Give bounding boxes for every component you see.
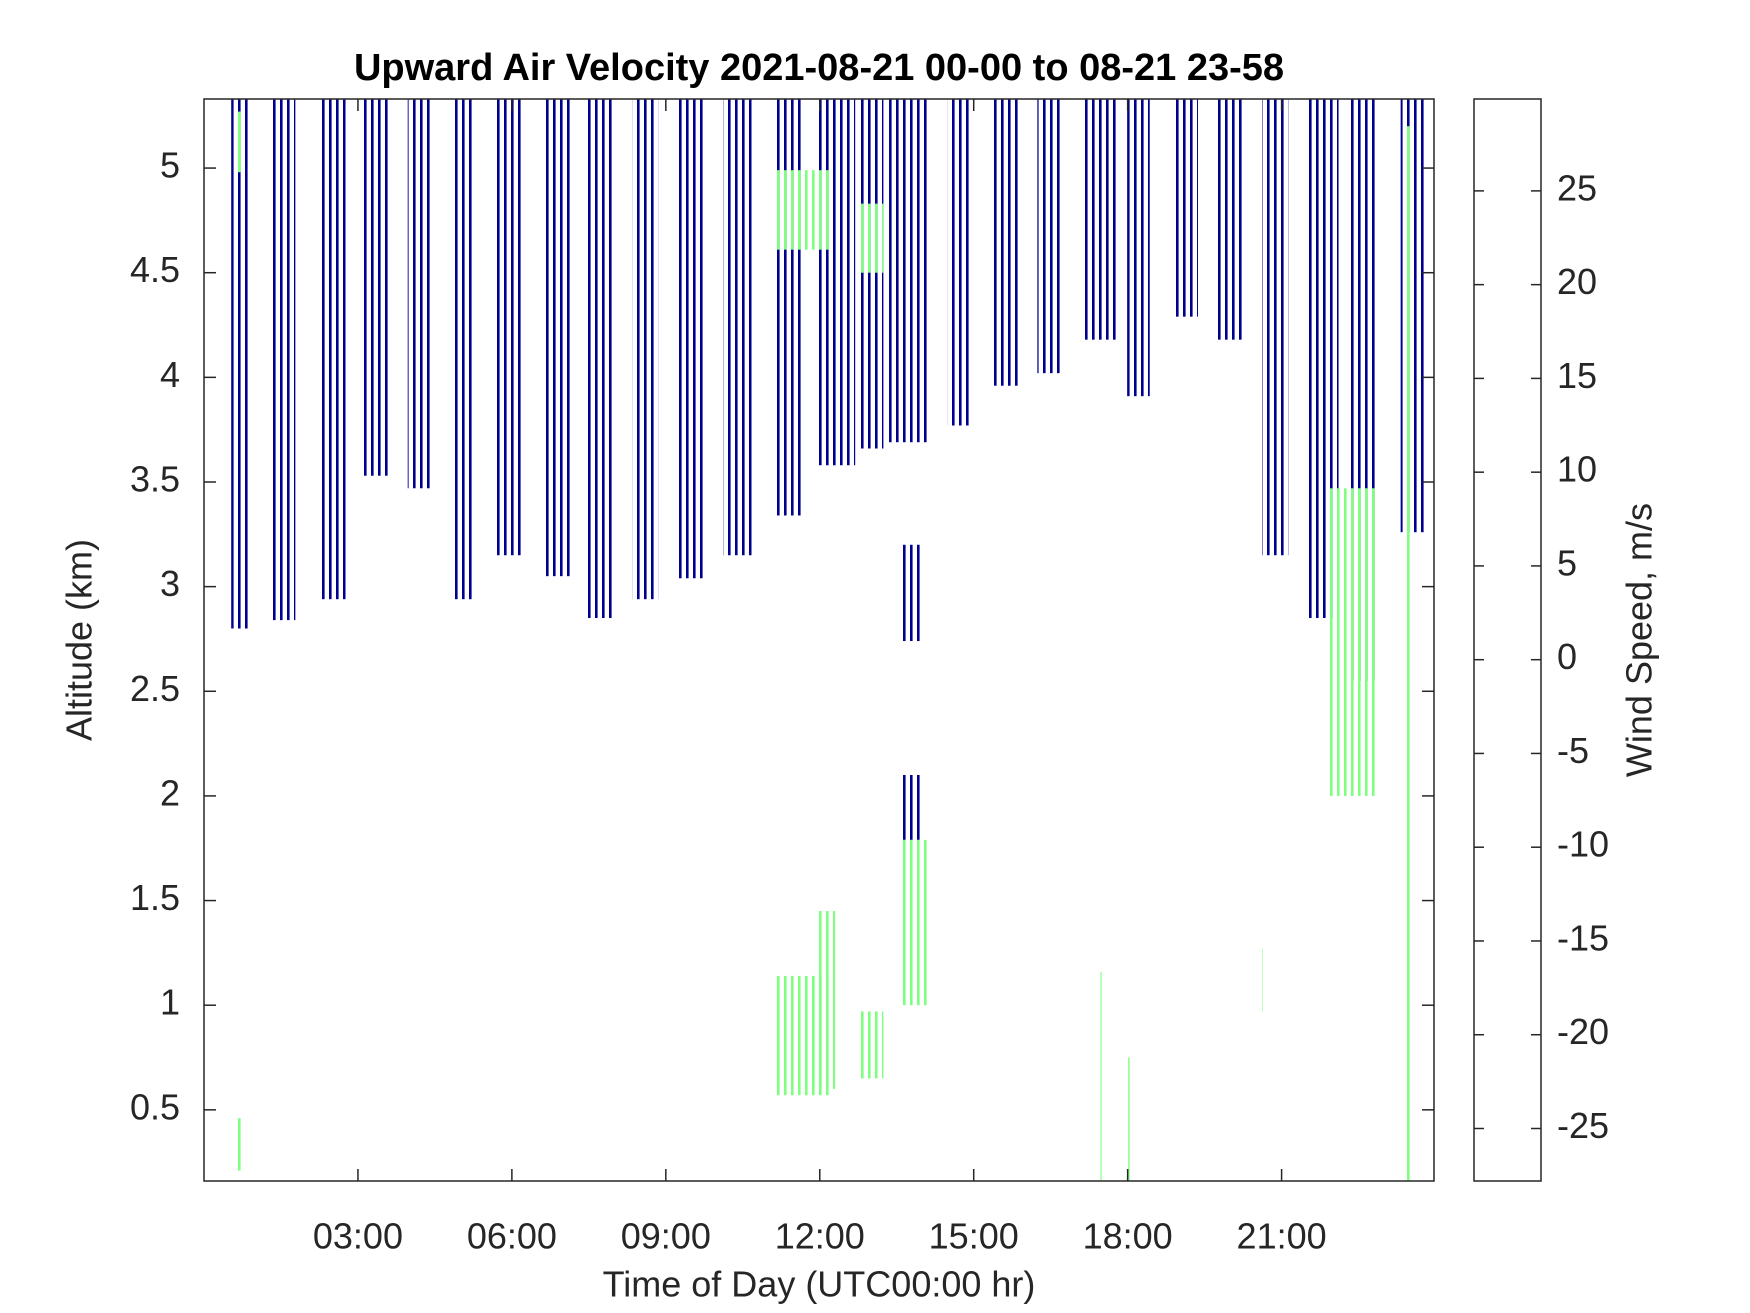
heatmap-cell (1327, 488, 1379, 796)
heatmap-cell (815, 99, 856, 466)
heatmap-cell (1403, 126, 1413, 1182)
heatmap-cell (857, 203, 884, 273)
y-tick-label: 1 (160, 982, 180, 1023)
y-tick-label: 1.5 (130, 877, 180, 918)
y-tick-label: 5 (160, 145, 180, 186)
colorbar-tick-label: -5 (1557, 730, 1589, 771)
colorbar-tick-label: 20 (1557, 261, 1597, 302)
heatmap-cell (1100, 971, 1103, 1181)
heatmap-cell (1037, 99, 1063, 374)
x-tick-label: 21:00 (1237, 1216, 1327, 1257)
x-tick-label: 18:00 (1083, 1216, 1173, 1257)
colorbar-tick-label: 0 (1557, 636, 1577, 677)
heatmap-cell (585, 99, 614, 619)
y-tick-label: 4 (160, 354, 180, 395)
colorbar-tick-label: -10 (1557, 824, 1609, 865)
heatmap-cell (900, 839, 929, 1006)
colorbar-tick-label: 15 (1557, 355, 1597, 396)
heatmap-cell (452, 99, 473, 600)
heatmap-cell (206, 99, 210, 449)
heatmap-cell (677, 99, 707, 579)
heatmap-cell (1262, 99, 1289, 556)
y-tick-label: 0.5 (130, 1086, 180, 1127)
y-tick-label: 3.5 (130, 459, 180, 500)
x-tick-label: 15:00 (929, 1216, 1019, 1257)
heatmap-cell (889, 99, 929, 443)
colorbar (1473, 98, 1542, 1182)
heatmap-cell (495, 99, 525, 556)
heatmap-cell (231, 99, 251, 629)
heatmap-cell (947, 99, 970, 426)
heatmap-cell (774, 99, 805, 516)
heatmap-cell (632, 99, 659, 600)
heatmap-cell (900, 544, 922, 642)
x-tick-label: 09:00 (621, 1216, 711, 1257)
heatmap-cell (1082, 99, 1120, 340)
x-axis-label: Time of Day (UTC00:00 hr) (603, 1264, 1036, 1305)
heatmap-cell (234, 1118, 244, 1171)
y-tick-label: 4.5 (130, 249, 180, 290)
heatmap-cell (545, 99, 574, 577)
y-tick-label: 3 (160, 563, 180, 604)
heatmap-cell (857, 99, 884, 449)
colorbar-tick-label: -15 (1557, 917, 1609, 958)
heatmap-cell (723, 99, 752, 556)
heatmap-cell (776, 170, 833, 250)
x-tick-label: 12:00 (775, 1216, 865, 1257)
heatmap-cell (234, 111, 242, 173)
heatmap-cell (320, 99, 346, 600)
heatmap-cell (1172, 99, 1198, 317)
colorbar-tick-label: 25 (1557, 167, 1597, 208)
colorbar-tick-label: -20 (1557, 1011, 1609, 1052)
y-axis-label: Altitude (km) (59, 539, 100, 741)
colorbar-tick-label: 5 (1557, 542, 1577, 583)
heatmap-cell (407, 99, 434, 489)
heatmap-cell (814, 911, 836, 1089)
heatmap-cell (1128, 1057, 1131, 1181)
heatmap-cell (1262, 948, 1267, 1012)
heatmap-cell (1217, 99, 1244, 340)
heatmap-cell (360, 99, 389, 476)
x-tick-label: 03:00 (313, 1216, 403, 1257)
colorbar-label: Wind Speed, m/s (1619, 503, 1660, 777)
colorbar-tick-label: 10 (1557, 449, 1597, 490)
x-tick-label: 06:00 (467, 1216, 557, 1257)
y-tick-label: 2 (160, 772, 180, 813)
heatmap-cell (272, 99, 296, 621)
heatmap-cell (902, 774, 922, 840)
heatmap-cell (1127, 99, 1150, 397)
heatmap-cell (990, 99, 1019, 386)
y-tick-label: 2.5 (130, 668, 180, 709)
colorbar-tick-label: -25 (1557, 1105, 1609, 1146)
plot-frame (203, 98, 1435, 1182)
heatmap-cell (857, 1011, 884, 1079)
chart-title: Upward Air Velocity 2021-08-21 00-00 to … (354, 47, 1284, 89)
